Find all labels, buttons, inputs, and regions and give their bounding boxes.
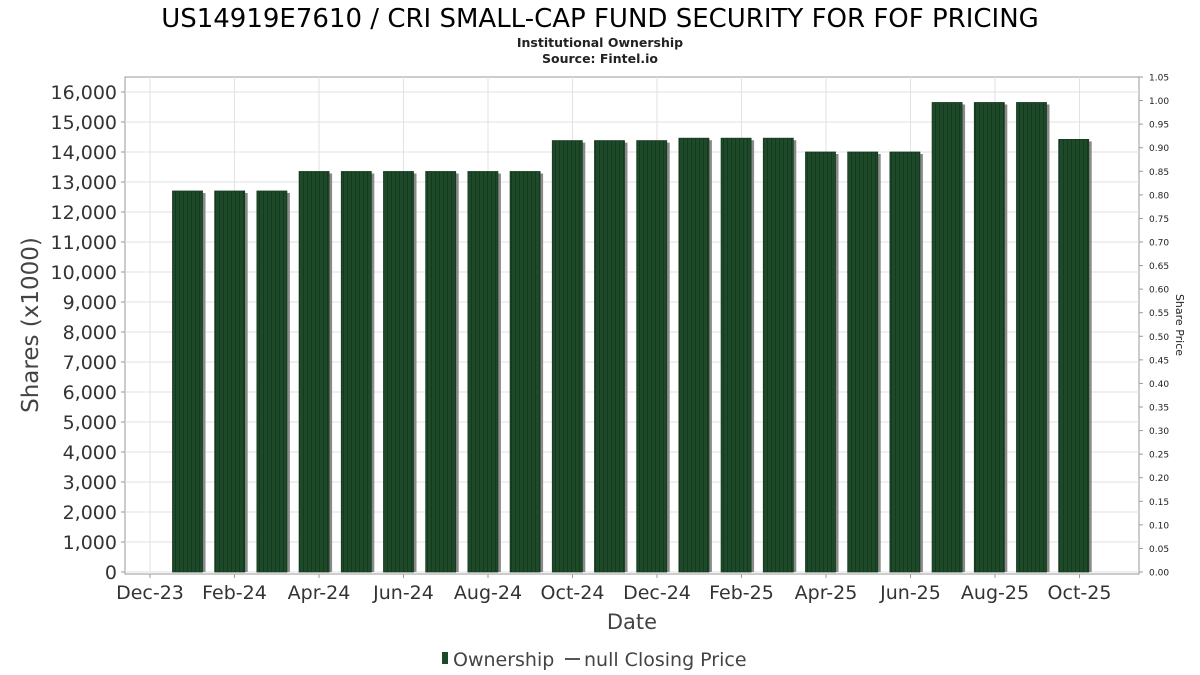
bar-ownership xyxy=(594,140,625,573)
chart-subtitle: Institutional Ownership xyxy=(517,35,683,50)
y-tick-label: 10,000 xyxy=(51,262,117,284)
legend: Ownership null Closing Price xyxy=(442,649,747,671)
y2-tick-label: 0.60 xyxy=(1149,286,1169,296)
x-axis-ticks: Dec-23 Feb-24 Apr-24 Jun-24 Aug-24 Oct-24 Dec-… xyxy=(116,574,1111,604)
y2-tick-label: 0.00 xyxy=(1149,569,1169,579)
y2-tick-label: 0.30 xyxy=(1149,427,1169,437)
x-axis-label: Date xyxy=(607,610,657,634)
y2-tick-label: 0.70 xyxy=(1149,239,1169,249)
y2-tick-label: 0.55 xyxy=(1149,309,1169,319)
bar-ownership xyxy=(762,137,794,573)
legend-ownership-label: Ownership xyxy=(453,649,554,671)
legend-ownership-swatch xyxy=(442,652,448,664)
y2-tick-label: 0.15 xyxy=(1149,498,1169,508)
y2-tick-label: 0.95 xyxy=(1149,121,1169,131)
y-tick-label: 0 xyxy=(105,562,117,584)
y-tick-label: 14,000 xyxy=(51,142,117,164)
bar-ownership xyxy=(636,140,668,573)
x-tick-label: Jun-24 xyxy=(372,582,434,604)
y2-tick-label: 0.10 xyxy=(1149,521,1169,531)
y2-tick-label: 1.05 xyxy=(1149,74,1169,84)
bar-ownership xyxy=(805,151,836,573)
bar-ownership xyxy=(340,171,372,573)
y2-tick-label: 1.00 xyxy=(1149,97,1169,107)
bar-ownership xyxy=(172,190,203,573)
y-tick-label: 11,000 xyxy=(51,232,117,254)
bar-ownership xyxy=(678,137,710,573)
y2-tick-label: 0.35 xyxy=(1149,404,1169,414)
bar-ownership xyxy=(214,190,246,573)
bar-ownership xyxy=(1016,102,1047,573)
y-tick-label: 5,000 xyxy=(63,412,117,434)
y2-tick-label: 0.65 xyxy=(1149,262,1169,272)
y-tick-label: 4,000 xyxy=(63,442,117,464)
x-tick-label: Oct-24 xyxy=(541,582,605,604)
chart-source: Source: Fintel.io xyxy=(542,51,658,66)
y-tick-label: 9,000 xyxy=(63,292,117,314)
bar-ownership xyxy=(720,137,752,573)
y2-tick-label: 0.85 xyxy=(1149,168,1169,178)
y2-axis-label: Share Price xyxy=(1173,294,1186,356)
y2-tick-label: 0.50 xyxy=(1149,333,1169,343)
y2-axis-ticks: 0.00 0.05 0.10 0.15 0.20 0.25 0.30 0.35 0.40 0.45… xyxy=(1139,74,1169,579)
legend-price-label: null Closing Price xyxy=(584,649,747,671)
bar-ownership xyxy=(256,190,288,573)
y-tick-label: 12,000 xyxy=(51,202,117,224)
y-axis-ticks: 0 1,000 2,000 3,000 4,000 5,000 6,000 7,000 8,00… xyxy=(51,82,125,584)
x-tick-label: Apr-25 xyxy=(795,582,858,604)
x-tick-label: Feb-24 xyxy=(202,582,267,604)
x-tick-label: Dec-24 xyxy=(623,582,691,604)
y2-tick-label: 0.40 xyxy=(1149,380,1169,390)
y-tick-label: 1,000 xyxy=(63,532,117,554)
bar-ownership xyxy=(467,171,499,573)
x-tick-label: Apr-24 xyxy=(288,582,351,604)
y-tick-label: 16,000 xyxy=(51,82,117,104)
plot-area xyxy=(124,76,1140,575)
y2-tick-label: 0.80 xyxy=(1149,191,1169,201)
x-tick-label: Aug-24 xyxy=(454,582,522,604)
bar-ownership xyxy=(383,171,414,573)
x-tick-label: Dec-23 xyxy=(116,582,184,604)
y-tick-label: 13,000 xyxy=(51,172,117,194)
bar-ownership xyxy=(1058,138,1090,573)
bar-ownership xyxy=(973,102,1005,573)
x-tick-label: Jun-25 xyxy=(879,582,941,604)
y-tick-label: 2,000 xyxy=(63,502,117,524)
bar-ownership xyxy=(425,171,457,573)
bars-group xyxy=(172,102,1092,573)
y2-tick-label: 0.25 xyxy=(1149,451,1169,461)
x-tick-label: Aug-25 xyxy=(961,582,1029,604)
y2-tick-label: 0.75 xyxy=(1149,215,1169,225)
bar-ownership xyxy=(847,151,879,573)
x-tick-label: Feb-25 xyxy=(709,582,774,604)
y-tick-label: 8,000 xyxy=(63,322,117,344)
y-axis-label: Shares (x1000) xyxy=(18,237,44,413)
y-tick-label: 15,000 xyxy=(51,112,117,134)
y2-tick-label: 0.20 xyxy=(1149,474,1169,484)
y-tick-label: 7,000 xyxy=(63,352,117,374)
y2-tick-label: 0.05 xyxy=(1149,545,1169,555)
y-tick-label: 3,000 xyxy=(63,472,117,494)
bar-ownership xyxy=(551,140,583,573)
bar-ownership xyxy=(889,151,921,573)
x-tick-label: Oct-25 xyxy=(1048,582,1112,604)
y2-tick-label: 0.90 xyxy=(1149,144,1169,154)
y-tick-label: 6,000 xyxy=(63,382,117,404)
bar-ownership xyxy=(298,171,330,573)
y2-tick-label: 0.45 xyxy=(1149,356,1169,366)
bar-ownership xyxy=(931,102,963,573)
bar-ownership xyxy=(509,171,541,573)
chart-title: US14919E7610 / CRI SMALL-CAP FUND SECURI… xyxy=(161,4,1039,34)
